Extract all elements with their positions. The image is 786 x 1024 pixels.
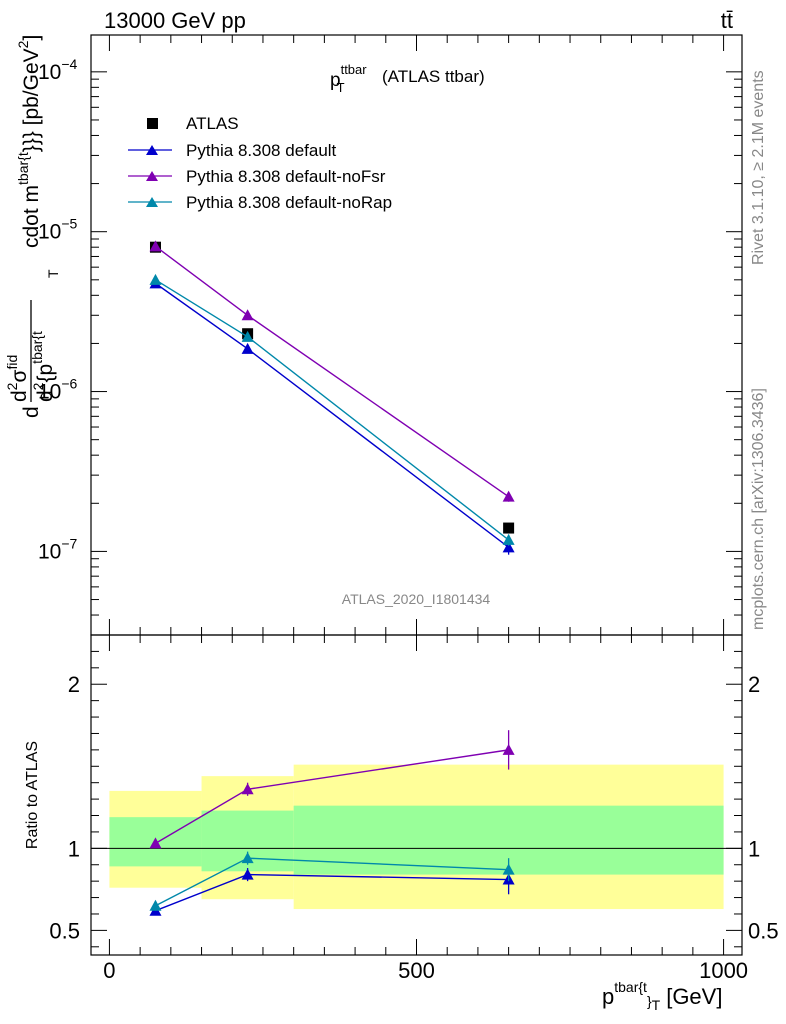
y-tick-label: 10−6 bbox=[38, 376, 78, 404]
main-tick-marks bbox=[91, 35, 742, 636]
svg-text:cdot mtbar{t}}} [pb/GeV2]: cdot mtbar{t}}} [pb/GeV2] bbox=[15, 35, 43, 248]
svg-text:T: T bbox=[45, 269, 61, 278]
series-line bbox=[155, 282, 510, 548]
ratio-uncertainty-bands bbox=[109, 764, 724, 910]
data-point bbox=[241, 342, 254, 354]
series-line bbox=[155, 245, 510, 498]
svg-text:d2σfid: d2σfid bbox=[4, 355, 31, 402]
ratio-y-tick-label-right: 0.5 bbox=[748, 918, 779, 943]
legend-marker-nofsr bbox=[146, 171, 158, 181]
x-tick-label: 1000 bbox=[699, 958, 748, 983]
data-point bbox=[241, 309, 254, 321]
ratio-y-tick-labels: 0.5 0.5 1 1 2 2 bbox=[49, 672, 778, 943]
process-label: tt̄ bbox=[721, 8, 733, 33]
data-point bbox=[241, 330, 254, 342]
legend-label-default: Pythia 8.308 default bbox=[186, 141, 337, 160]
x-tick-label: 0 bbox=[103, 958, 115, 983]
ratio-point bbox=[502, 743, 515, 755]
svg-text:d: d bbox=[20, 406, 43, 418]
ratio-point bbox=[149, 899, 162, 911]
plot-title: pttbar T bbox=[330, 62, 367, 95]
ratio-tick-marks bbox=[91, 635, 742, 955]
svg-text:d2{ptbar{t: d2{ptbar{t bbox=[29, 331, 57, 402]
data-point bbox=[502, 541, 515, 553]
ratio-y-tick-label-right: 1 bbox=[748, 836, 760, 861]
plot-title-rest: (ATLAS ttbar) bbox=[382, 67, 485, 86]
data-point bbox=[502, 533, 515, 545]
series-line bbox=[155, 279, 510, 541]
y-tick-label: 10−5 bbox=[38, 216, 78, 244]
ratio-panel: 0.5 0.5 1 1 2 2 0 500 1000 Ratio to ATLAS ptbar… bbox=[24, 634, 779, 1013]
legend-marker-atlas bbox=[147, 118, 158, 129]
ratio-y-axis-label: Ratio to ATLAS bbox=[24, 741, 41, 849]
ratio-point bbox=[241, 783, 254, 795]
ratio-y-tick-label-left: 0.5 bbox=[49, 918, 80, 943]
data-point bbox=[149, 240, 162, 252]
ratio-y-tick-label-left: 1 bbox=[68, 836, 80, 861]
main-panel: 10−4 10−5 10−6 10−7 pttbar T (ATLAS ttbar) A… bbox=[4, 34, 743, 636]
ratio-point bbox=[502, 863, 515, 875]
y-tick-label: 10−4 bbox=[38, 56, 78, 84]
legend: ATLAS Pythia 8.308 default Pythia 8.308 … bbox=[128, 114, 392, 212]
ratio-point bbox=[149, 837, 162, 849]
legend-label-norap: Pythia 8.308 default-noRap bbox=[186, 193, 392, 212]
data-point bbox=[149, 273, 162, 285]
main-data-marks bbox=[149, 240, 515, 555]
ratio-data-marks bbox=[149, 730, 515, 916]
ratio-y-tick-label-right: 2 bbox=[748, 672, 760, 697]
ratio-point bbox=[241, 868, 254, 880]
analysis-watermark: ATLAS_2020_I1801434 bbox=[342, 591, 491, 607]
main-y-tick-labels: 10−4 10−5 10−6 10−7 bbox=[38, 56, 78, 564]
main-y-axis-label: d d2σfid d2{ptbar{t T cdot mtbar{t}}} [p… bbox=[4, 35, 61, 418]
legend-label-nofsr: Pythia 8.308 default-noFsr bbox=[186, 167, 386, 186]
data-point bbox=[502, 490, 515, 502]
mcplots-label: mcplots.cern.ch [arXiv:1306.3436] bbox=[750, 388, 767, 630]
y-tick-label: 10−7 bbox=[38, 535, 78, 563]
ratio-y-tick-label-left: 2 bbox=[68, 672, 80, 697]
legend-label-atlas: ATLAS bbox=[186, 114, 239, 133]
legend-marker-norap bbox=[146, 197, 158, 207]
ratio-point bbox=[241, 852, 254, 864]
data-point bbox=[503, 522, 515, 534]
energy-label: 13000 GeV pp bbox=[104, 8, 246, 33]
legend-marker-default bbox=[146, 145, 158, 155]
rivet-label: Rivet 3.1.10, ≥ 2.1M events bbox=[750, 70, 767, 265]
x-tick-label: 500 bbox=[398, 958, 435, 983]
x-axis-label: ptbar{t}T [GeV] bbox=[602, 979, 722, 1013]
ratio-x-tick-labels: 0 500 1000 bbox=[103, 958, 748, 983]
